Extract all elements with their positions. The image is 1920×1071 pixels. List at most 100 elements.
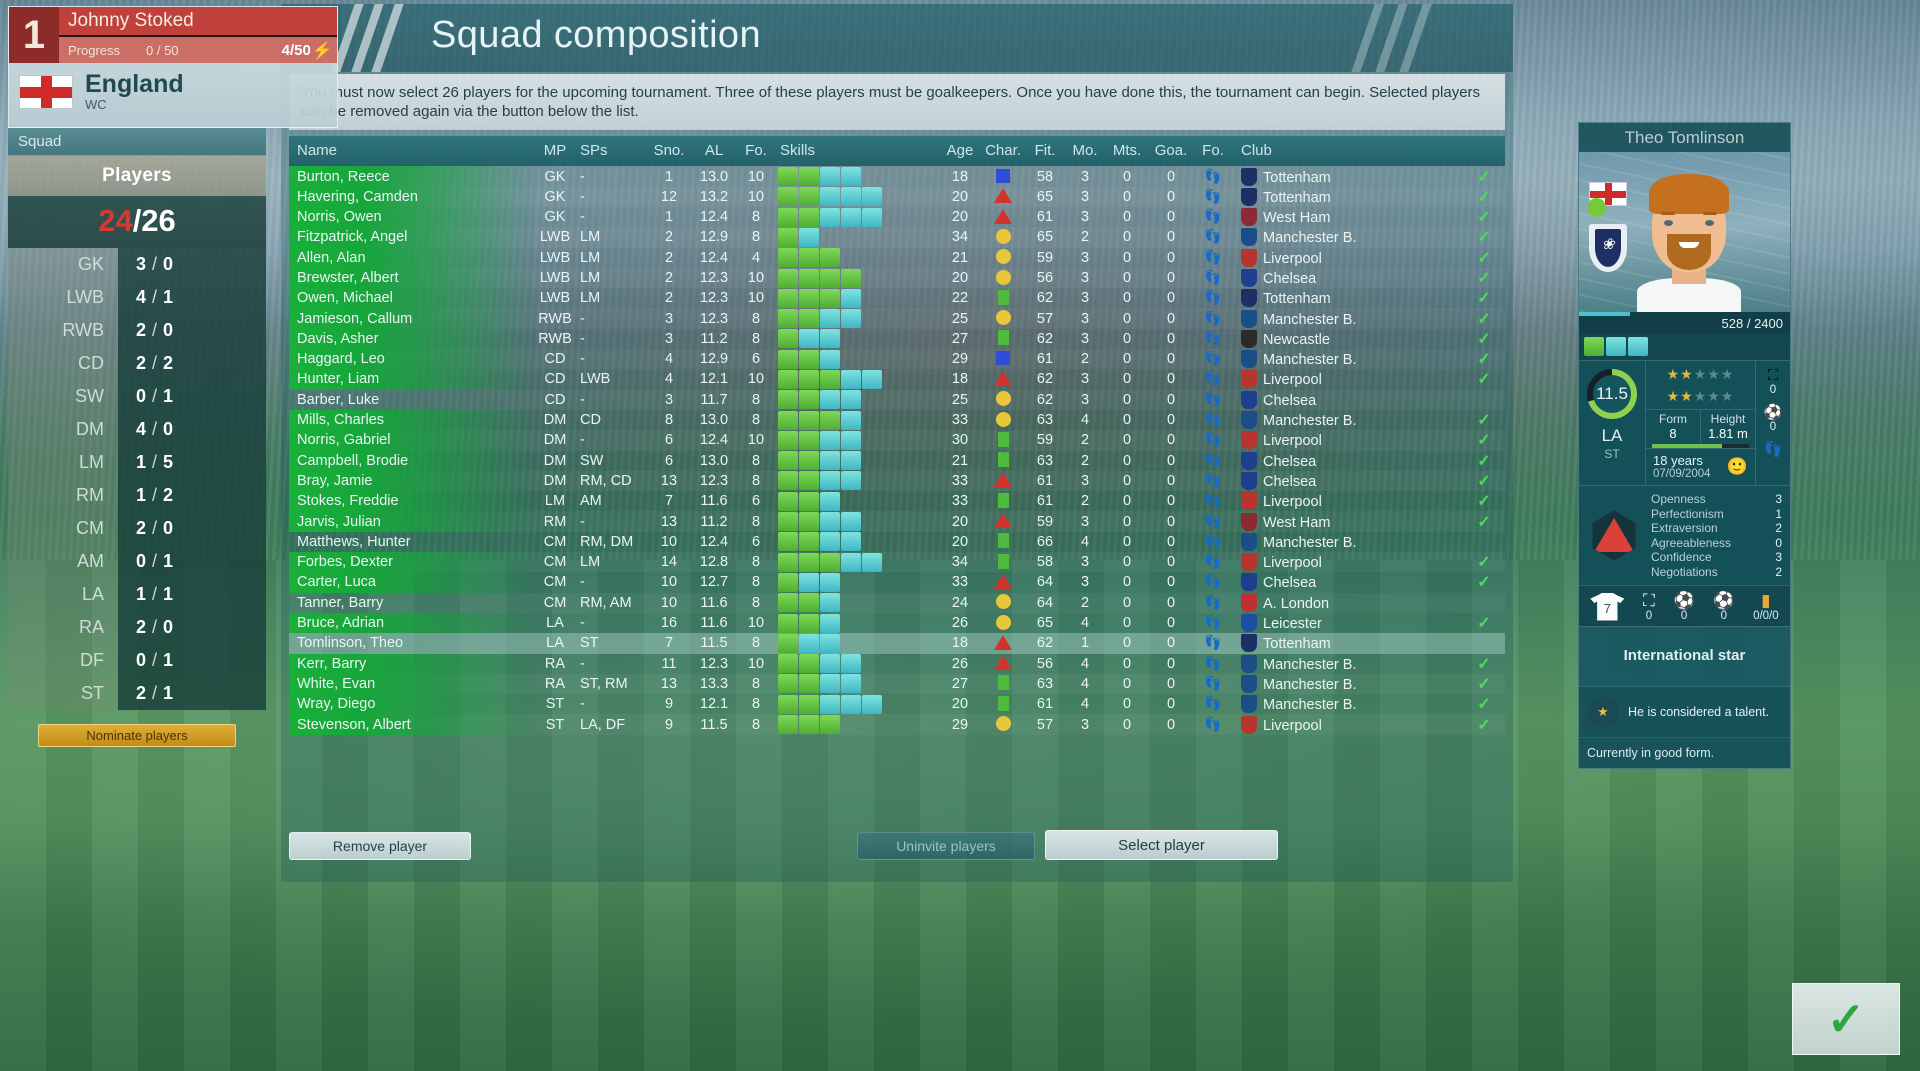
col-header-goa[interactable]: Goa. <box>1149 136 1193 167</box>
cell-age: 18 <box>951 371 969 388</box>
table-row[interactable]: Allen, Alan LWB LM 2 12.4 4 21 59 3 0 0 👣 Liverpool ✓ <box>289 247 1505 268</box>
england-flag-icon <box>1589 182 1627 206</box>
character-icon <box>994 370 1012 386</box>
table-row[interactable]: Bray, Jamie DM RM, CD 13 12.3 8 33 61 3 0 0 👣 Chelse… <box>289 470 1505 492</box>
cell-selected: ✓ <box>1463 511 1505 531</box>
club-crest-icon <box>1241 512 1257 531</box>
col-header-sno[interactable]: Sno. <box>648 136 690 167</box>
col-header-mo[interactable]: Mo. <box>1065 136 1105 167</box>
col-header-name[interactable]: Name <box>289 136 534 167</box>
col-header-al[interactable]: AL <box>690 136 738 167</box>
table-row[interactable]: Mills, Charles DM CD 8 13.0 8 33 63 4 0 0 👣 Manchest… <box>289 409 1505 431</box>
table-row[interactable]: Barber, Luke CD - 3 11.7 8 25 62 3 0 0 👣 Chelsea <box>289 389 1505 410</box>
skill-icon-2 <box>799 633 819 653</box>
table-row[interactable]: Brewster, Albert LWB LM 2 12.3 10 20 56 3 0 0 👣 Chel… <box>289 267 1505 289</box>
cell-sps: - <box>580 655 585 672</box>
star-icon: ★ <box>1693 388 1708 404</box>
club-crest-icon <box>1241 492 1257 511</box>
club-crest-icon <box>1241 350 1257 369</box>
table-row[interactable]: Kerr, Barry RA - 11 12.3 10 26 56 4 0 0 👣 Manchester… <box>289 653 1505 674</box>
table-row[interactable]: Jarvis, Julian RM - 13 11.2 8 20 59 3 0 0 👣 West Ham… <box>289 511 1505 532</box>
col-header-club[interactable]: Club <box>1233 136 1463 167</box>
portrait-brow-left <box>1660 212 1675 215</box>
cell-sno: 13 <box>660 472 678 489</box>
cell-name: Davis, Asher <box>289 328 534 350</box>
col-header-fit[interactable]: Fit. <box>1025 136 1065 167</box>
table-row[interactable]: Jamieson, Callum RWB - 3 12.3 8 25 57 3 0 0 👣 Manche… <box>289 308 1505 329</box>
cell-mp: LA <box>534 633 576 654</box>
table-row[interactable]: Tanner, Barry CM RM, AM 10 11.6 8 24 64 2 0 0 👣 A. L… <box>289 592 1505 613</box>
skill-icon-2[interactable] <box>1606 337 1626 356</box>
uninvite-players-button[interactable]: Uninvite players <box>857 832 1035 860</box>
cell-skills <box>774 572 939 592</box>
col-header-fo[interactable]: Fo. <box>738 136 774 167</box>
cell-sps: - <box>580 432 585 449</box>
personality-value: 2 <box>1775 521 1782 535</box>
table-row[interactable]: Bruce, Adrian LA - 16 11.6 10 26 65 4 0 0 👣 Leiceste… <box>289 612 1505 634</box>
cell-sps: ST, RM <box>580 675 628 692</box>
table-row[interactable]: Carter, Luca CM - 10 12.7 8 33 64 3 0 0 👣 Chelsea ✓ <box>289 572 1505 593</box>
table-row[interactable]: Tomlinson, Theo LA ST 7 11.5 8 18 62 1 0 0 👣 Tottenh… <box>289 633 1505 654</box>
select-player-button[interactable]: Select player <box>1045 830 1278 860</box>
table-row[interactable]: Wray, Diego ST - 9 12.1 8 20 61 4 0 0 👣 Manchester B… <box>289 694 1505 715</box>
cell-fit: 63 <box>1036 675 1054 692</box>
player-name: Theo Tomlinson <box>1624 128 1745 147</box>
cell-club: Chelsea <box>1233 451 1463 471</box>
skill-icon-1[interactable] <box>1584 337 1604 356</box>
cell-foot: 👣 <box>1193 613 1233 633</box>
col-header-mp[interactable]: MP <box>534 136 576 167</box>
cell-mo: 3 <box>1080 330 1090 347</box>
cell-char <box>981 227 1025 247</box>
position-label-gk: GK <box>77 254 104 274</box>
col-header-char[interactable]: Char. <box>981 136 1025 167</box>
cell-foot: 👣 <box>1193 430 1233 450</box>
table-row[interactable]: Stokes, Freddie LM AM 7 11.6 6 33 61 2 0 0 👣 Liverpo… <box>289 491 1505 512</box>
col-header-skills[interactable]: Skills <box>774 136 939 167</box>
table-row[interactable]: Stevenson, Albert ST LA, DF 9 11.5 8 29 57 3 0 0 👣 L… <box>289 714 1505 735</box>
table-row[interactable]: Owen, Michael LWB LM 2 12.3 10 22 62 3 0 0 👣 Tottenh… <box>289 288 1505 309</box>
confirm-button[interactable]: ✓ <box>1792 983 1900 1055</box>
cell-mts: 0 <box>1122 554 1132 571</box>
col-header-mts[interactable]: Mts. <box>1105 136 1149 167</box>
table-row[interactable]: Hunter, Liam CD LWB 4 12.1 10 18 62 3 0 0 👣 Liverpoo… <box>289 369 1505 390</box>
sidebar-tab-squad[interactable]: Squad <box>8 128 266 156</box>
col-header-foot[interactable]: Fo. <box>1193 136 1233 167</box>
col-header-age[interactable]: Age <box>939 136 981 167</box>
col-header-sps[interactable]: SPs <box>576 136 648 167</box>
cell-mo: 4 <box>1080 655 1090 672</box>
nominate-players-button[interactable]: Nominate players <box>38 724 236 747</box>
pitch-stat-value: 0 <box>1769 384 1777 396</box>
remove-player-button[interactable]: Remove player <box>289 832 471 860</box>
club-crest-icon <box>1241 553 1257 572</box>
table-row[interactable]: Havering, Camden GK - 12 13.2 10 20 65 3 0 0 👣 Totte… <box>289 186 1505 207</box>
skill-icon-2 <box>799 288 819 308</box>
character-icon <box>995 310 1011 326</box>
cell-club: Liverpool <box>1233 552 1463 572</box>
cell-char <box>981 552 1025 572</box>
skill-icon-3[interactable] <box>1628 337 1648 356</box>
skill-icon-5 <box>862 369 882 389</box>
table-row[interactable]: Davis, Asher RWB - 3 11.2 8 27 62 3 0 0 👣 Newcastle ✓ <box>289 328 1505 350</box>
cell-mo: 1 <box>1065 633 1105 654</box>
table-row[interactable]: Haggard, Leo CD - 4 12.9 6 29 61 2 0 0 👣 Manchester … <box>289 349 1505 370</box>
skill-icon-5 <box>862 694 882 714</box>
table-row[interactable]: Norris, Owen GK - 1 12.4 8 20 61 3 0 0 👣 West Ham ✓ <box>289 206 1505 228</box>
personality-label: Extraversion <box>1651 521 1718 535</box>
table-row[interactable]: Burton, Reece GK - 1 13.0 10 18 58 3 0 0 👣 Tottenham… <box>289 166 1505 187</box>
skill-icon-2 <box>799 715 819 735</box>
portrait-eye-right <box>1704 220 1714 226</box>
cell-mts: 0 <box>1105 633 1149 654</box>
height-label: Height <box>1710 412 1746 426</box>
cell-club: West Ham <box>1233 511 1463 531</box>
table-row[interactable]: Fitzpatrick, Angel LWB LM 2 12.9 8 34 65 2 0 0 👣 Man… <box>289 227 1505 248</box>
cell-selected: ✓ <box>1463 714 1505 734</box>
table-row[interactable]: Norris, Gabriel DM - 6 12.4 10 30 59 2 0 0 👣 Liverpo… <box>289 430 1505 451</box>
cell-fit: 63 <box>1036 412 1054 429</box>
table-row[interactable]: Campbell, Brodie DM SW 6 13.0 8 21 63 2 0 0 👣 Chelse… <box>289 450 1505 471</box>
table-row[interactable]: White, Evan RA ST, RM 13 13.3 8 27 63 4 0 0 👣 Manche… <box>289 673 1505 695</box>
cell-skills <box>774 390 939 410</box>
cell-selected: ✓ <box>1463 288 1505 308</box>
table-row[interactable]: Forbes, Dexter CM LM 14 12.8 8 34 58 3 0 0 👣 Liverpo… <box>289 552 1505 573</box>
form-label: Form <box>1659 412 1687 426</box>
table-row[interactable]: Matthews, Hunter CM RM, DM 10 12.4 6 20 66 4 0 0 👣 M… <box>289 532 1505 552</box>
